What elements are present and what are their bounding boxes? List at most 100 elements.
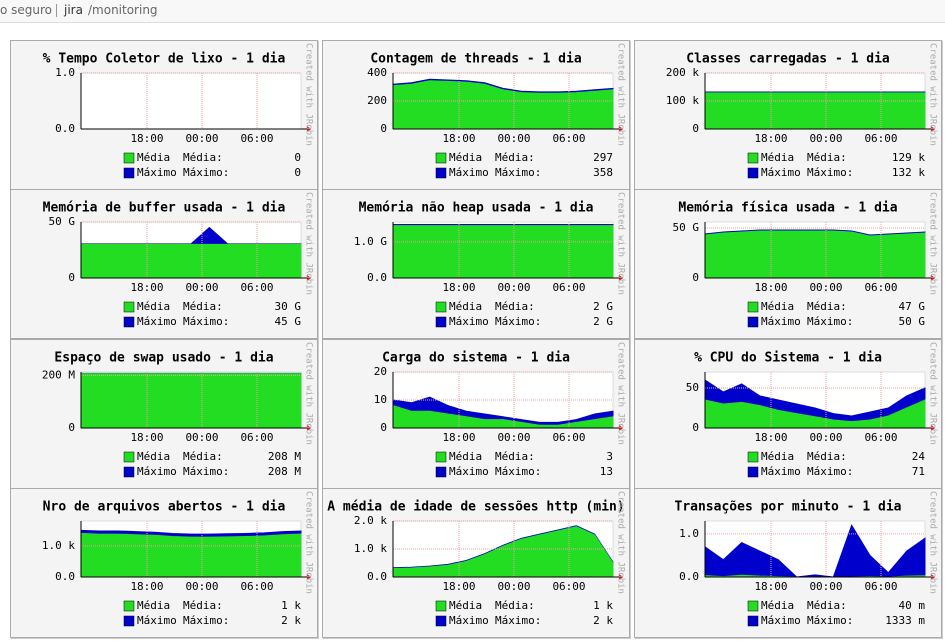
- legend-label: Média: [449, 599, 482, 612]
- stat-label: Máximo:: [183, 166, 229, 179]
- y-tick-label: 1.0: [679, 527, 699, 540]
- legend-swatch: [435, 615, 447, 627]
- y-tick-label: 0: [68, 421, 75, 434]
- y-tick-label: 20: [374, 365, 387, 378]
- axis-arrow: [619, 275, 623, 281]
- area-series: [392, 80, 614, 130]
- chart: A média de idade de sessões http (min) 0.…: [327, 491, 625, 627]
- legend-label: Máximo: [449, 166, 489, 179]
- x-tick-label: 00:00: [185, 431, 218, 444]
- separator: [56, 4, 57, 17]
- legend-label: Máximo: [449, 315, 489, 328]
- chart-title: Memória de buffer usada - 1 dia: [43, 201, 286, 216]
- watermark: Created with JRobin: [616, 342, 626, 445]
- x-tick-label: 18:00: [754, 580, 787, 593]
- x-tick-label: 06:00: [864, 132, 897, 145]
- y-tick-label: 0.0: [367, 271, 387, 284]
- x-tick-label: 18:00: [754, 132, 787, 145]
- legend-label: Máximo: [761, 614, 801, 627]
- watermark: Created with JRobin: [928, 491, 938, 594]
- stat-value: 50 G: [899, 315, 926, 328]
- chart: Memória física usada - 1 dia 0 50 G 18:00 00…: [673, 192, 938, 328]
- stat-label: Máximo:: [807, 465, 853, 478]
- area-series: [80, 373, 302, 429]
- legend-swatch: [435, 152, 447, 164]
- legend-swatch: [747, 152, 759, 164]
- y-tick-label: 0: [692, 421, 699, 434]
- y-tick-label: 0.0: [679, 570, 699, 583]
- y-tick-label: 400: [367, 66, 387, 79]
- axis-arrow: [619, 574, 623, 580]
- stat-value: 1 k: [593, 599, 613, 612]
- axis-arrow: [307, 275, 311, 281]
- y-tick-label: 0: [692, 122, 699, 135]
- chart-panel: Memória de buffer usada - 1 dia 0 50 G 18:0…: [10, 189, 318, 339]
- x-tick-label: 06:00: [240, 132, 273, 145]
- stat-value: 40 m: [899, 599, 926, 612]
- plot-area: [80, 72, 302, 130]
- legend-swatch: [123, 615, 135, 627]
- x-tick-label: 18:00: [442, 431, 475, 444]
- stat-value: 132 k: [892, 166, 925, 179]
- legend-label: Média: [137, 151, 170, 164]
- legend-swatch: [747, 301, 759, 313]
- legend-label: Máximo: [137, 315, 177, 328]
- legend-label: Média: [449, 151, 482, 164]
- chart-title: Transações por minuto - 1 dia: [675, 500, 902, 515]
- stat-label: Máximo:: [807, 166, 853, 179]
- y-tick-label: 1.0 k: [42, 539, 75, 552]
- chart: % Tempo Coletor de lixo - 1 dia 0.0 1.0 18:…: [43, 43, 314, 179]
- x-tick-label: 00:00: [809, 431, 842, 444]
- x-tick-label: 06:00: [864, 580, 897, 593]
- area-series: [392, 225, 614, 279]
- y-tick-label: 50 G: [673, 221, 700, 234]
- x-tick-label: 18:00: [442, 281, 475, 294]
- legend-swatch: [747, 600, 759, 612]
- watermark: Created with JRobin: [304, 43, 314, 146]
- chart-panel: A média de idade de sessões http (min) 0.…: [322, 488, 630, 638]
- chart: Carga do sistema - 1 dia 0 10 20 18:00 00:00 0…: [374, 342, 626, 478]
- stat-label: Máximo:: [807, 315, 853, 328]
- legend-label: Média: [137, 450, 170, 463]
- legend-label: Máximo: [761, 315, 801, 328]
- legend-label: Média: [449, 300, 482, 313]
- chart-title: % CPU do Sistema - 1 dia: [694, 351, 882, 366]
- x-tick-label: 06:00: [240, 431, 273, 444]
- stat-value: 3: [606, 450, 613, 463]
- chart: Nro de arquivos abertos - 1 dia 0.0 1.0 k 1…: [42, 491, 314, 627]
- legend-swatch: [123, 466, 135, 478]
- chart-panel: % Tempo Coletor de lixo - 1 dia 0.0 1.0 18:…: [10, 40, 318, 190]
- stat-value: 2 G: [593, 315, 613, 328]
- legend-label: Máximo: [137, 465, 177, 478]
- axis-arrow: [931, 574, 935, 580]
- legend-swatch: [123, 316, 135, 328]
- watermark: Created with JRobin: [928, 192, 938, 295]
- stat-label: Máximo:: [495, 315, 541, 328]
- chart: % CPU do Sistema - 1 dia 0 50 18:00 00:00 06:…: [686, 342, 938, 478]
- watermark: Created with JRobin: [928, 342, 938, 445]
- x-tick-label: 06:00: [240, 580, 273, 593]
- stat-value: 358: [593, 166, 613, 179]
- chart-panel: Transações por minuto - 1 dia 0.0 1.0 18:00…: [634, 488, 942, 638]
- stat-value: 208 M: [268, 450, 301, 463]
- chart-panel: Memória não heap usada - 1 dia 0.0 1.0 G 18…: [322, 189, 630, 339]
- area-series: [704, 524, 926, 578]
- stat-value: 13: [600, 465, 613, 478]
- x-tick-label: 18:00: [754, 281, 787, 294]
- y-tick-label: 2.0 k: [354, 514, 387, 527]
- area-series: [704, 399, 926, 429]
- legend-label: Média: [761, 450, 794, 463]
- legend-swatch: [435, 301, 447, 313]
- stat-label: Média:: [495, 151, 535, 164]
- x-tick-label: 18:00: [130, 431, 163, 444]
- stat-label: Máximo:: [183, 614, 229, 627]
- watermark: Created with JRobin: [616, 43, 626, 146]
- axis-arrow: [307, 126, 311, 132]
- address-bar: o seguro jira /monitoring: [0, 0, 945, 23]
- stat-value: 297: [593, 151, 613, 164]
- x-tick-label: 18:00: [130, 580, 163, 593]
- watermark: Created with JRobin: [928, 43, 938, 146]
- x-tick-label: 06:00: [240, 281, 273, 294]
- stat-value: 71: [912, 465, 925, 478]
- axis-arrow: [619, 126, 623, 132]
